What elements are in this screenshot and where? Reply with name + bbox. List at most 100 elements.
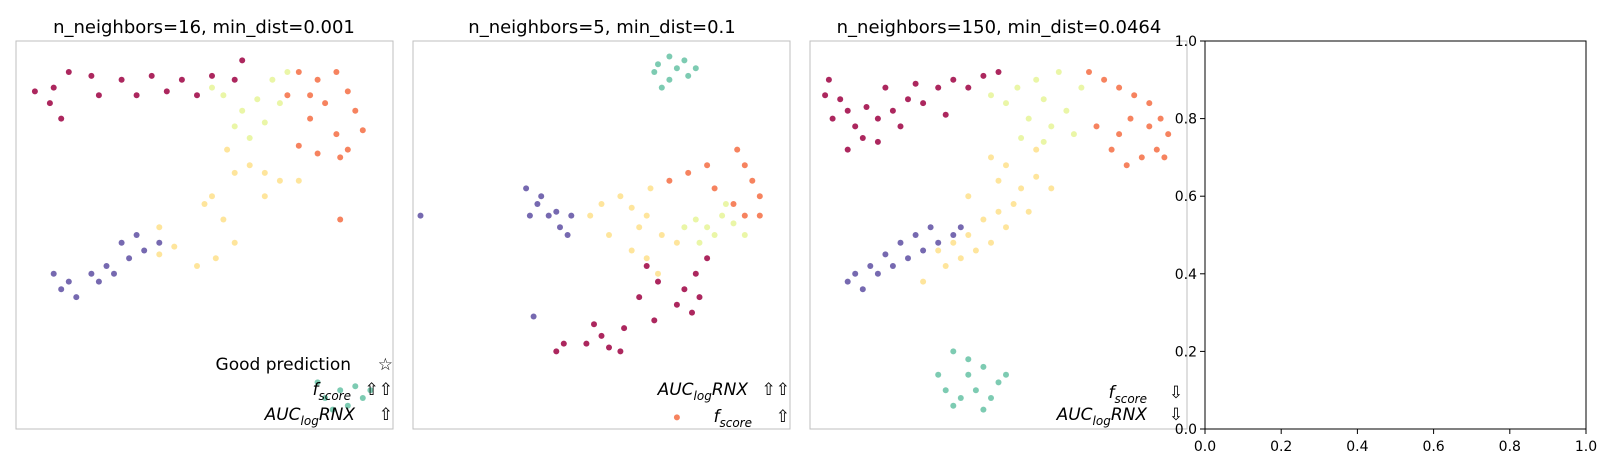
panel-2-point-c5-15 [591, 321, 597, 328]
panel-1-point-c4-6 [156, 239, 163, 246]
panel-1-point-c1-10 [295, 142, 302, 149]
panel-4-xtick-label-5: 1.0 [1575, 439, 1597, 455]
panel-1-point-c5-7 [367, 387, 374, 394]
panel-4-ytick-label-0: 0.0 [1175, 422, 1197, 438]
panel-1-point-c5-6 [314, 379, 321, 386]
panel-1-point-c0-2 [65, 69, 72, 75]
panel-3-auc-arrow-icon: ⇩ [1169, 405, 1183, 425]
panel-3-point-c4-8 [867, 263, 874, 269]
panel-1-point-c0-13 [194, 92, 200, 99]
panel-2-point-c1-5 [538, 193, 545, 200]
panel-1-auc-arrow-icon: ⇧ [379, 405, 393, 425]
panel-3-fscore-f: f [1108, 383, 1117, 403]
panel-1-point-c0-15 [239, 57, 246, 64]
panel-2-point-c0-5 [666, 76, 673, 83]
panel-3-point-c3-16 [942, 263, 949, 269]
panel-3-point-c3-2 [995, 177, 1002, 184]
panel-2-annotations: AUClogRNX ⇧⇧ fscore ⇧ [657, 380, 790, 430]
panel-1-fscore-sub: score [318, 389, 351, 403]
panel-2-point-c1-10 [530, 313, 537, 320]
panel-3-point-c3-15 [957, 255, 964, 262]
panel-2-point-c4-1 [741, 162, 748, 169]
panel-2-point-c3-5 [696, 239, 703, 246]
panel-2-point-c2-3 [636, 224, 643, 231]
panel-3-point-c0-22 [942, 111, 949, 118]
panel-1-point-c3-5 [231, 239, 238, 246]
panel-2-point-c5-3 [696, 294, 703, 301]
panel-1-point-c1-4 [322, 100, 329, 107]
panel-1-point-c3-9 [276, 177, 283, 184]
panel-3-point-c1-8 [1003, 100, 1009, 107]
panel-3-point-c3-8 [995, 208, 1002, 215]
panel-1-point-c3-10 [295, 177, 302, 184]
panel-1-point-c4-1 [73, 294, 80, 301]
panel-3-point-c1-11 [1070, 131, 1077, 138]
panel-3-point-c3-0 [988, 154, 994, 161]
panel-4-xtick-label-2: 0.4 [1346, 439, 1368, 455]
panel-3-auc-main: AUC [1056, 405, 1093, 425]
panel-1-point-c3-15 [156, 251, 163, 258]
panel-3-point-c4-14 [957, 224, 964, 231]
panel-1-point-c2-9 [284, 69, 291, 75]
panel-3-point-c1-3 [1040, 96, 1047, 103]
panel-3-point-c2-11 [1093, 123, 1100, 130]
panel-3-point-c5-0 [950, 348, 957, 355]
panel-2-point-c2-1 [628, 204, 635, 211]
panel-3-point-c5-8 [988, 395, 994, 401]
panel-2-fscore-f: f [713, 407, 722, 427]
panel-3-point-c5-11 [950, 402, 957, 409]
panel-3-point-c3-19 [965, 193, 972, 200]
panel-3-point-c2-8 [1138, 154, 1145, 161]
panel-2-point-c1-4 [564, 232, 571, 238]
panel-3-point-c2-9 [1123, 162, 1130, 169]
panel-3-title: n_neighbors=150, min_dist=0.0464 [837, 17, 1162, 38]
panel-3-point-c2-15 [1161, 154, 1168, 161]
panel-1-point-c1-11 [284, 92, 291, 99]
panel-3-point-c2-5 [1157, 115, 1164, 122]
panel-1-point-c0-4 [88, 72, 95, 79]
panel-1-point-c3-12 [156, 224, 163, 231]
panel-4-ytick-label-5: 1.0 [1175, 34, 1197, 50]
panel-1-point-c2-0 [220, 92, 227, 99]
panel-1-point-c1-2 [333, 69, 340, 75]
panel-3-point-c3-1 [1003, 162, 1009, 169]
panel-1-point-c0-6 [148, 72, 155, 79]
panel-2-point-c0-7 [673, 65, 680, 72]
panel-1-frame [15, 40, 394, 430]
panel-2-point-c0-8 [658, 84, 665, 91]
panel-3-point-c4-0 [844, 278, 851, 285]
panel-3-point-c0-8 [889, 107, 896, 114]
panel-2-point-c4-9 [666, 177, 673, 184]
panel-1-annotations: Good prediction ☆ fscore ⇧⇧ AUClogRNX ⇧ [216, 355, 393, 428]
panel-3-point-c2-1 [1101, 76, 1108, 83]
panel-3-point-c3-13 [988, 239, 994, 246]
panel-1-point-c0-11 [133, 92, 140, 99]
panel-2-point-c5-9 [651, 317, 658, 324]
panel-4-xtick-label-0: 0.0 [1194, 439, 1216, 455]
panel-1-title: n_neighbors=16, min_dist=0.001 [53, 17, 355, 38]
panel-2-points [417, 53, 763, 421]
panel-3-point-c1-0 [1014, 84, 1021, 91]
panel-2-point-c2-2 [643, 212, 650, 219]
panel-1-point-c4-8 [103, 263, 110, 269]
panel-3-point-c4-1 [859, 286, 866, 293]
panel-4-ytick-label-4: 0.8 [1175, 112, 1197, 128]
panel-2-point-c4-3 [756, 193, 763, 200]
panel-2-point-c1-7 [526, 212, 533, 219]
panel-1-point-c0-14 [58, 115, 65, 122]
panel-2-point-c1-8 [568, 212, 575, 219]
panel-3-point-c1-4 [1025, 115, 1032, 122]
panel-3-point-c0-18 [859, 135, 866, 141]
panel-3-point-c5-12 [980, 406, 987, 413]
panel-1-point-c1-3 [344, 88, 351, 95]
panel-3-point-c1-2 [1055, 69, 1062, 75]
panel-3-point-c5-9 [1003, 371, 1009, 378]
panel-3-point-c5-6 [942, 387, 949, 394]
panel-3-point-c3-9 [980, 216, 987, 223]
panel-1-point-c0-10 [95, 92, 102, 99]
panel-1-points [31, 57, 374, 413]
panel-2-point-c2-7 [628, 247, 635, 254]
panel-3-point-c0-20 [897, 123, 904, 130]
panel-3-point-c5-10 [965, 371, 972, 378]
